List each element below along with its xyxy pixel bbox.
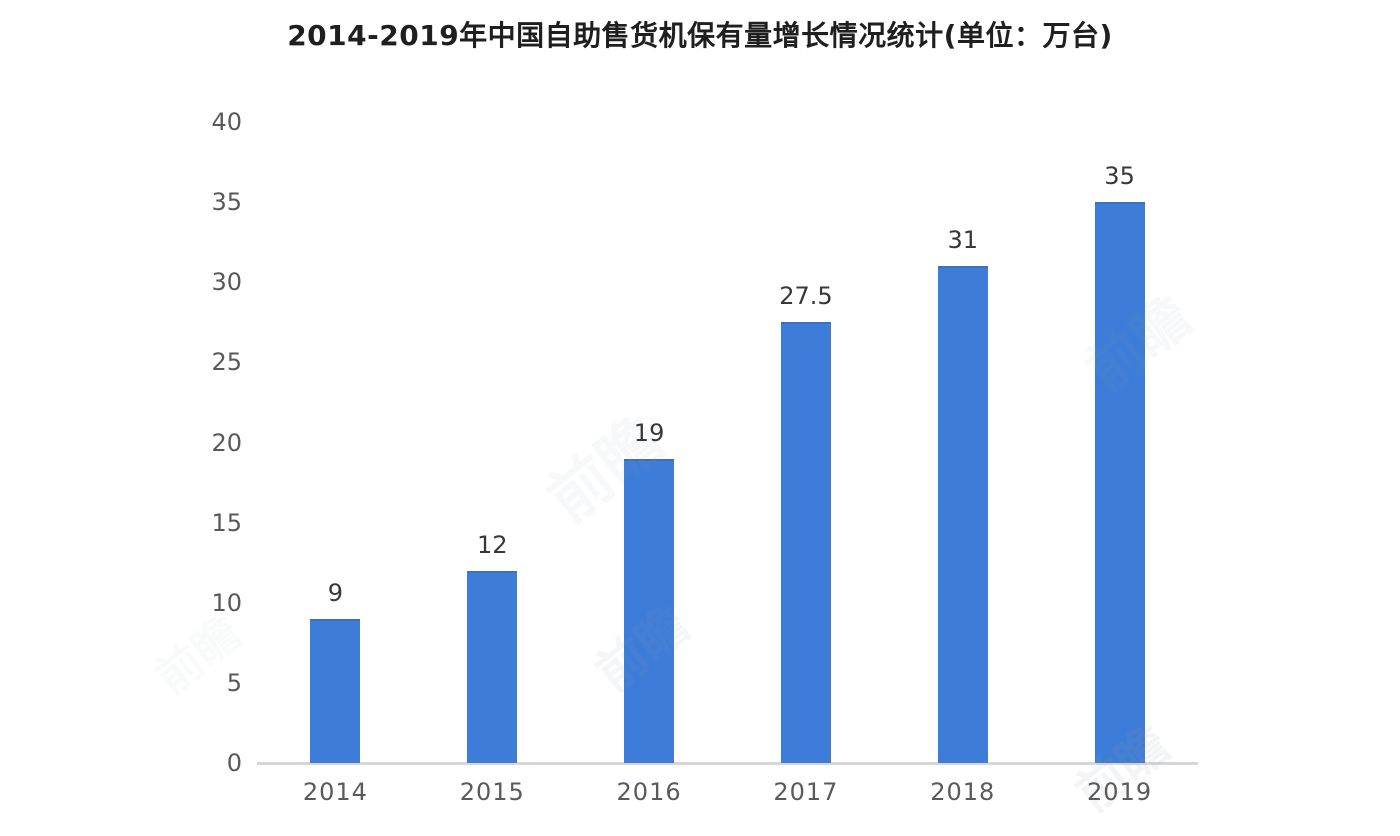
x-axis-label-2016: 2016	[616, 778, 682, 806]
value-label-2017: 27.5	[779, 282, 833, 311]
value-label-2015: 12	[476, 530, 508, 559]
value-label-2019: 35	[1104, 162, 1135, 191]
bar-2017	[780, 322, 831, 763]
x-axis-label-2018: 2018	[930, 778, 996, 806]
x-axis-line	[257, 762, 1198, 765]
y-axis-tick-label: 35	[211, 188, 242, 217]
value-label-2018: 31	[947, 226, 979, 255]
value-label-2016: 19	[633, 418, 665, 447]
bar-2018	[937, 266, 988, 763]
y-axis-tick-label: 10	[211, 588, 242, 617]
y-axis-tick-label: 25	[211, 348, 242, 377]
y-axis-tick-label: 30	[211, 268, 242, 297]
y-axis-tick-label: 0	[226, 749, 242, 777]
bar-2014	[310, 618, 361, 763]
x-axis-label-2014: 2014	[302, 778, 368, 806]
x-axis-label-2015: 2015	[459, 778, 525, 806]
y-axis-tick-label: 15	[211, 508, 242, 537]
bar-2015	[467, 570, 518, 763]
x-axis-label-2019: 2019	[1087, 778, 1153, 806]
bar-2019	[1094, 202, 1145, 763]
y-axis-tick-label: 5	[226, 668, 242, 697]
y-axis-tick-label: 40	[211, 108, 242, 136]
bar-2016	[624, 458, 675, 763]
chart-title: 2014-2019年中国自助售货机保有量增长情况统计(单位：万台)	[287, 19, 1113, 52]
x-axis-label-2017: 2017	[773, 778, 839, 806]
plot-area	[257, 122, 1198, 765]
value-label-2014: 9	[327, 578, 344, 607]
y-axis-tick-label: 20	[211, 428, 242, 457]
